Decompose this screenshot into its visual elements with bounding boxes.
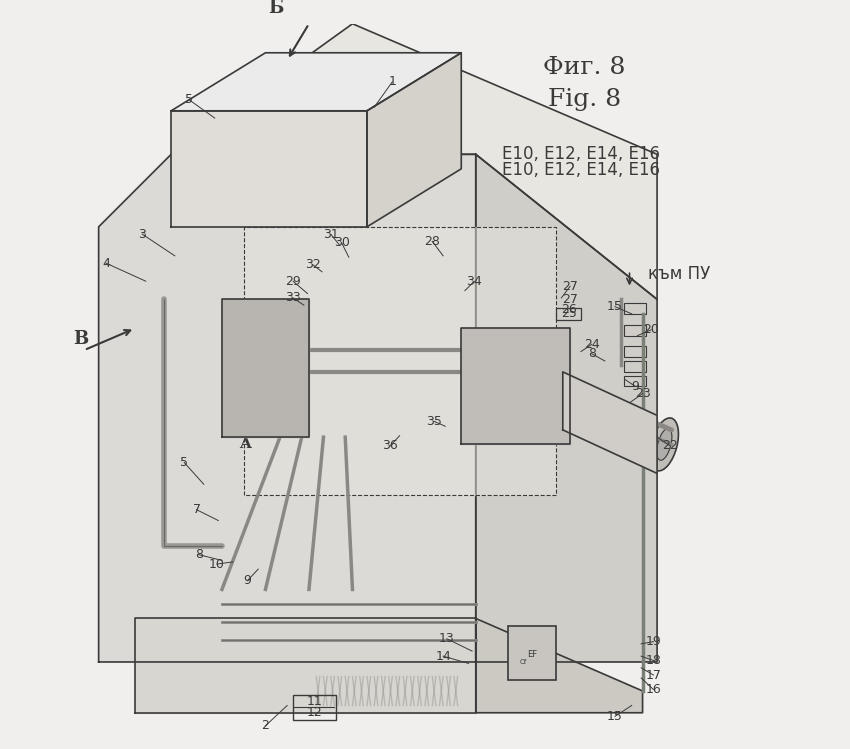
Text: 35: 35 [426, 415, 442, 428]
Text: 26: 26 [561, 303, 576, 316]
Text: 22: 22 [662, 440, 678, 452]
Text: 33: 33 [285, 291, 301, 304]
Polygon shape [171, 24, 657, 300]
Text: 36: 36 [382, 440, 398, 452]
Circle shape [224, 308, 235, 320]
Bar [625, 375, 646, 386]
Text: 16: 16 [645, 683, 661, 696]
Text: Cf: Cf [520, 659, 527, 665]
Text: 13: 13 [439, 632, 455, 646]
Text: 4: 4 [102, 257, 110, 270]
Circle shape [224, 395, 235, 407]
Text: 3: 3 [139, 228, 146, 240]
Text: 2: 2 [262, 719, 269, 733]
Text: 29: 29 [285, 275, 301, 288]
Text: 19: 19 [645, 635, 661, 648]
Text: към ПУ: към ПУ [649, 265, 711, 283]
Circle shape [246, 352, 256, 363]
Circle shape [303, 61, 343, 102]
Text: 8: 8 [195, 548, 203, 561]
Text: 20: 20 [643, 324, 660, 336]
Text: 25: 25 [561, 307, 576, 321]
Polygon shape [99, 154, 476, 662]
Text: 11: 11 [307, 695, 322, 709]
Circle shape [224, 351, 235, 363]
Text: 14: 14 [435, 649, 451, 663]
Polygon shape [222, 300, 309, 437]
Circle shape [267, 83, 293, 109]
Text: B: B [73, 330, 88, 348]
Text: 10: 10 [209, 557, 224, 571]
Text: 18: 18 [645, 654, 661, 667]
Circle shape [246, 374, 256, 384]
Bar [625, 347, 646, 357]
Polygon shape [462, 328, 570, 444]
Circle shape [224, 373, 235, 385]
Bar [625, 361, 646, 372]
Polygon shape [563, 372, 657, 473]
Text: 27: 27 [562, 293, 578, 306]
Text: EF: EF [527, 650, 537, 659]
Text: 9: 9 [632, 380, 639, 393]
Polygon shape [476, 154, 657, 662]
Text: 30: 30 [334, 236, 349, 249]
Bar [508, 625, 556, 680]
Text: 7: 7 [193, 503, 201, 516]
Text: 17: 17 [645, 669, 661, 682]
Text: 8: 8 [588, 348, 596, 360]
Bar [625, 303, 646, 314]
Text: 1: 1 [388, 76, 396, 88]
Text: E10, E12, E14, E16: E10, E12, E14, E16 [502, 145, 660, 163]
Circle shape [246, 330, 256, 341]
Ellipse shape [650, 418, 678, 471]
Bar [625, 325, 646, 336]
Text: Фиг. 8: Фиг. 8 [543, 55, 626, 79]
Text: 24: 24 [584, 338, 600, 351]
Circle shape [313, 71, 334, 93]
Text: 15: 15 [607, 300, 623, 313]
Text: 9: 9 [243, 574, 252, 587]
Text: 28: 28 [424, 235, 440, 248]
Text: 5: 5 [185, 94, 193, 106]
Text: 23: 23 [635, 387, 650, 400]
Polygon shape [244, 227, 556, 495]
Text: Fig. 8: Fig. 8 [548, 88, 621, 112]
Polygon shape [135, 619, 476, 713]
Text: 5: 5 [180, 456, 188, 469]
Polygon shape [367, 52, 462, 227]
Polygon shape [476, 619, 643, 713]
Polygon shape [171, 52, 462, 111]
Circle shape [224, 330, 235, 342]
Text: 27: 27 [562, 280, 578, 293]
Text: Б: Б [269, 0, 284, 16]
Text: 34: 34 [467, 275, 482, 288]
Text: 32: 32 [304, 258, 320, 271]
Text: E10, E12, E14, E16: E10, E12, E14, E16 [502, 161, 660, 179]
Text: 15: 15 [607, 710, 623, 723]
Polygon shape [171, 111, 367, 227]
Text: 12: 12 [307, 706, 322, 719]
Text: 31: 31 [323, 228, 338, 240]
Circle shape [246, 395, 256, 406]
Ellipse shape [657, 428, 672, 460]
Text: A: A [239, 437, 251, 451]
